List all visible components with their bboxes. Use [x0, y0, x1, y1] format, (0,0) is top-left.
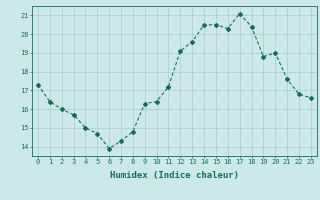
X-axis label: Humidex (Indice chaleur): Humidex (Indice chaleur) — [110, 171, 239, 180]
